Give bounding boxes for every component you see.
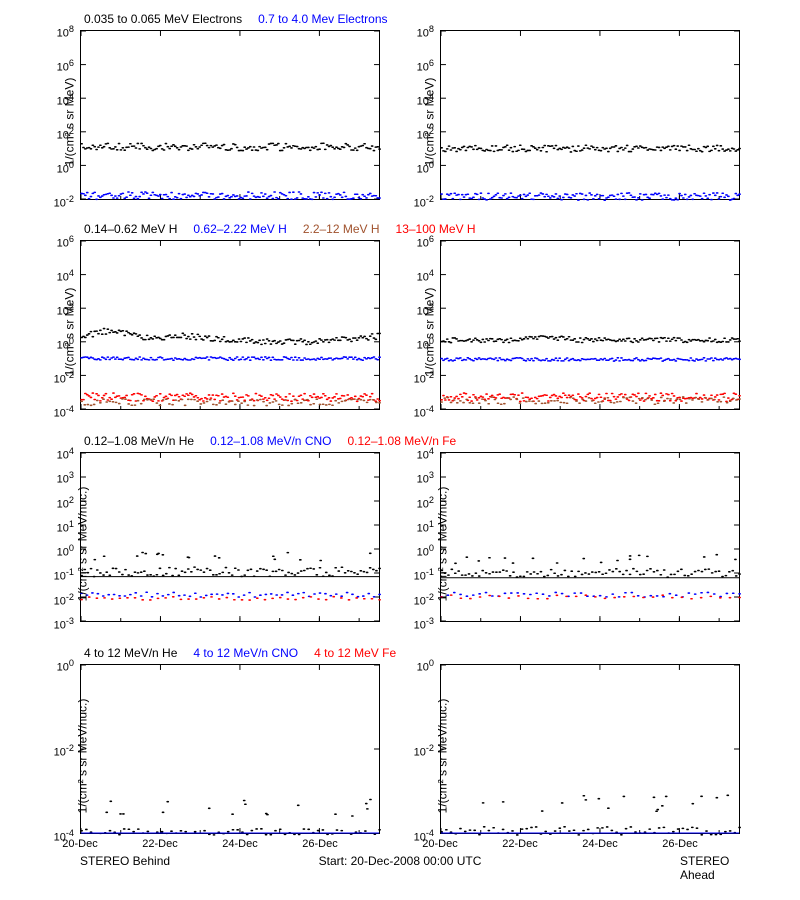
chart-panel-r1-c0	[80, 240, 380, 410]
legend-item: 0.12–1.08 MeV/n Fe	[347, 434, 456, 448]
y-axis-label: 1/(cm² s sr MeV)	[422, 78, 436, 167]
legend-item: 13–100 MeV H	[396, 222, 476, 236]
x-tick-label: 22-Dec	[502, 838, 537, 850]
chart-panel-r0-c0	[80, 30, 380, 200]
x-tick-label: 26-Dec	[662, 838, 697, 850]
chart-panel-r3-c0	[80, 664, 380, 834]
y-axis-label: 1/(cm² s sr MeV/nuc.)	[435, 699, 449, 814]
legend-item: 0.12–1.08 MeV/n CNO	[210, 434, 331, 448]
chart-panel-r1-c1	[440, 240, 740, 410]
footer-center: Start: 20-Dec-2008 00:00 UTC	[319, 854, 482, 868]
y-axis-label: 1/(cm² s sr MeV)	[422, 288, 436, 377]
y-axis-label: 1/(cm² s sr MeV/nuc.)	[75, 487, 89, 602]
legend-item: 0.12–1.08 MeV/n He	[84, 434, 194, 448]
y-axis-label: 1/(cm² s sr MeV)	[62, 288, 76, 377]
row-legend-1: 0.14–0.62 MeV H 0.62–2.22 MeV H 2.2–12 MeV…	[84, 222, 492, 236]
x-tick-label: 24-Dec	[222, 838, 257, 850]
x-tick-label: 26-Dec	[302, 838, 337, 850]
row-legend-2: 0.12–1.08 MeV/n He 0.12–1.08 MeV/n CNO 0.1…	[84, 434, 472, 448]
chart-panel-r2-c0	[80, 452, 380, 622]
y-axis-label: 1/(cm² s sr MeV)	[62, 78, 76, 167]
legend-item: 0.7 to 4.0 Mev Electrons	[258, 12, 387, 26]
chart-panel-r3-c1	[440, 664, 740, 834]
figure-root: 10-21001021041061081/(cm² s sr MeV)10-21…	[0, 0, 800, 900]
x-tick-label: 20-Dec	[62, 838, 97, 850]
x-tick-label: 24-Dec	[582, 838, 617, 850]
y-axis-label: 1/(cm² s sr MeV/nuc.)	[435, 487, 449, 602]
chart-panel-r0-c1	[440, 30, 740, 200]
y-axis-label: 1/(cm² s sr MeV/nuc.)	[75, 699, 89, 814]
footer-left: STEREO Behind	[80, 854, 170, 868]
legend-item: 0.14–0.62 MeV H	[84, 222, 177, 236]
x-tick-label: 22-Dec	[142, 838, 177, 850]
x-tick-label: 20-Dec	[422, 838, 457, 850]
legend-item: 4 to 12 MeV/n CNO	[193, 646, 298, 660]
legend-item: 0.62–2.22 MeV H	[193, 222, 286, 236]
legend-item: 0.035 to 0.065 MeV Electrons	[84, 12, 242, 26]
row-legend-3: 4 to 12 MeV/n He 4 to 12 MeV/n CNO 4 to 12…	[84, 646, 412, 660]
legend-item: 2.2–12 MeV H	[303, 222, 380, 236]
legend-item: 4 to 12 MeV/n He	[84, 646, 177, 660]
row-legend-0: 0.035 to 0.065 MeV Electrons 0.7 to 4.0 M…	[84, 12, 404, 26]
chart-panel-r2-c1	[440, 452, 740, 622]
legend-item: 4 to 12 MeV Fe	[314, 646, 396, 660]
footer-right: STEREO Ahead	[680, 854, 740, 882]
